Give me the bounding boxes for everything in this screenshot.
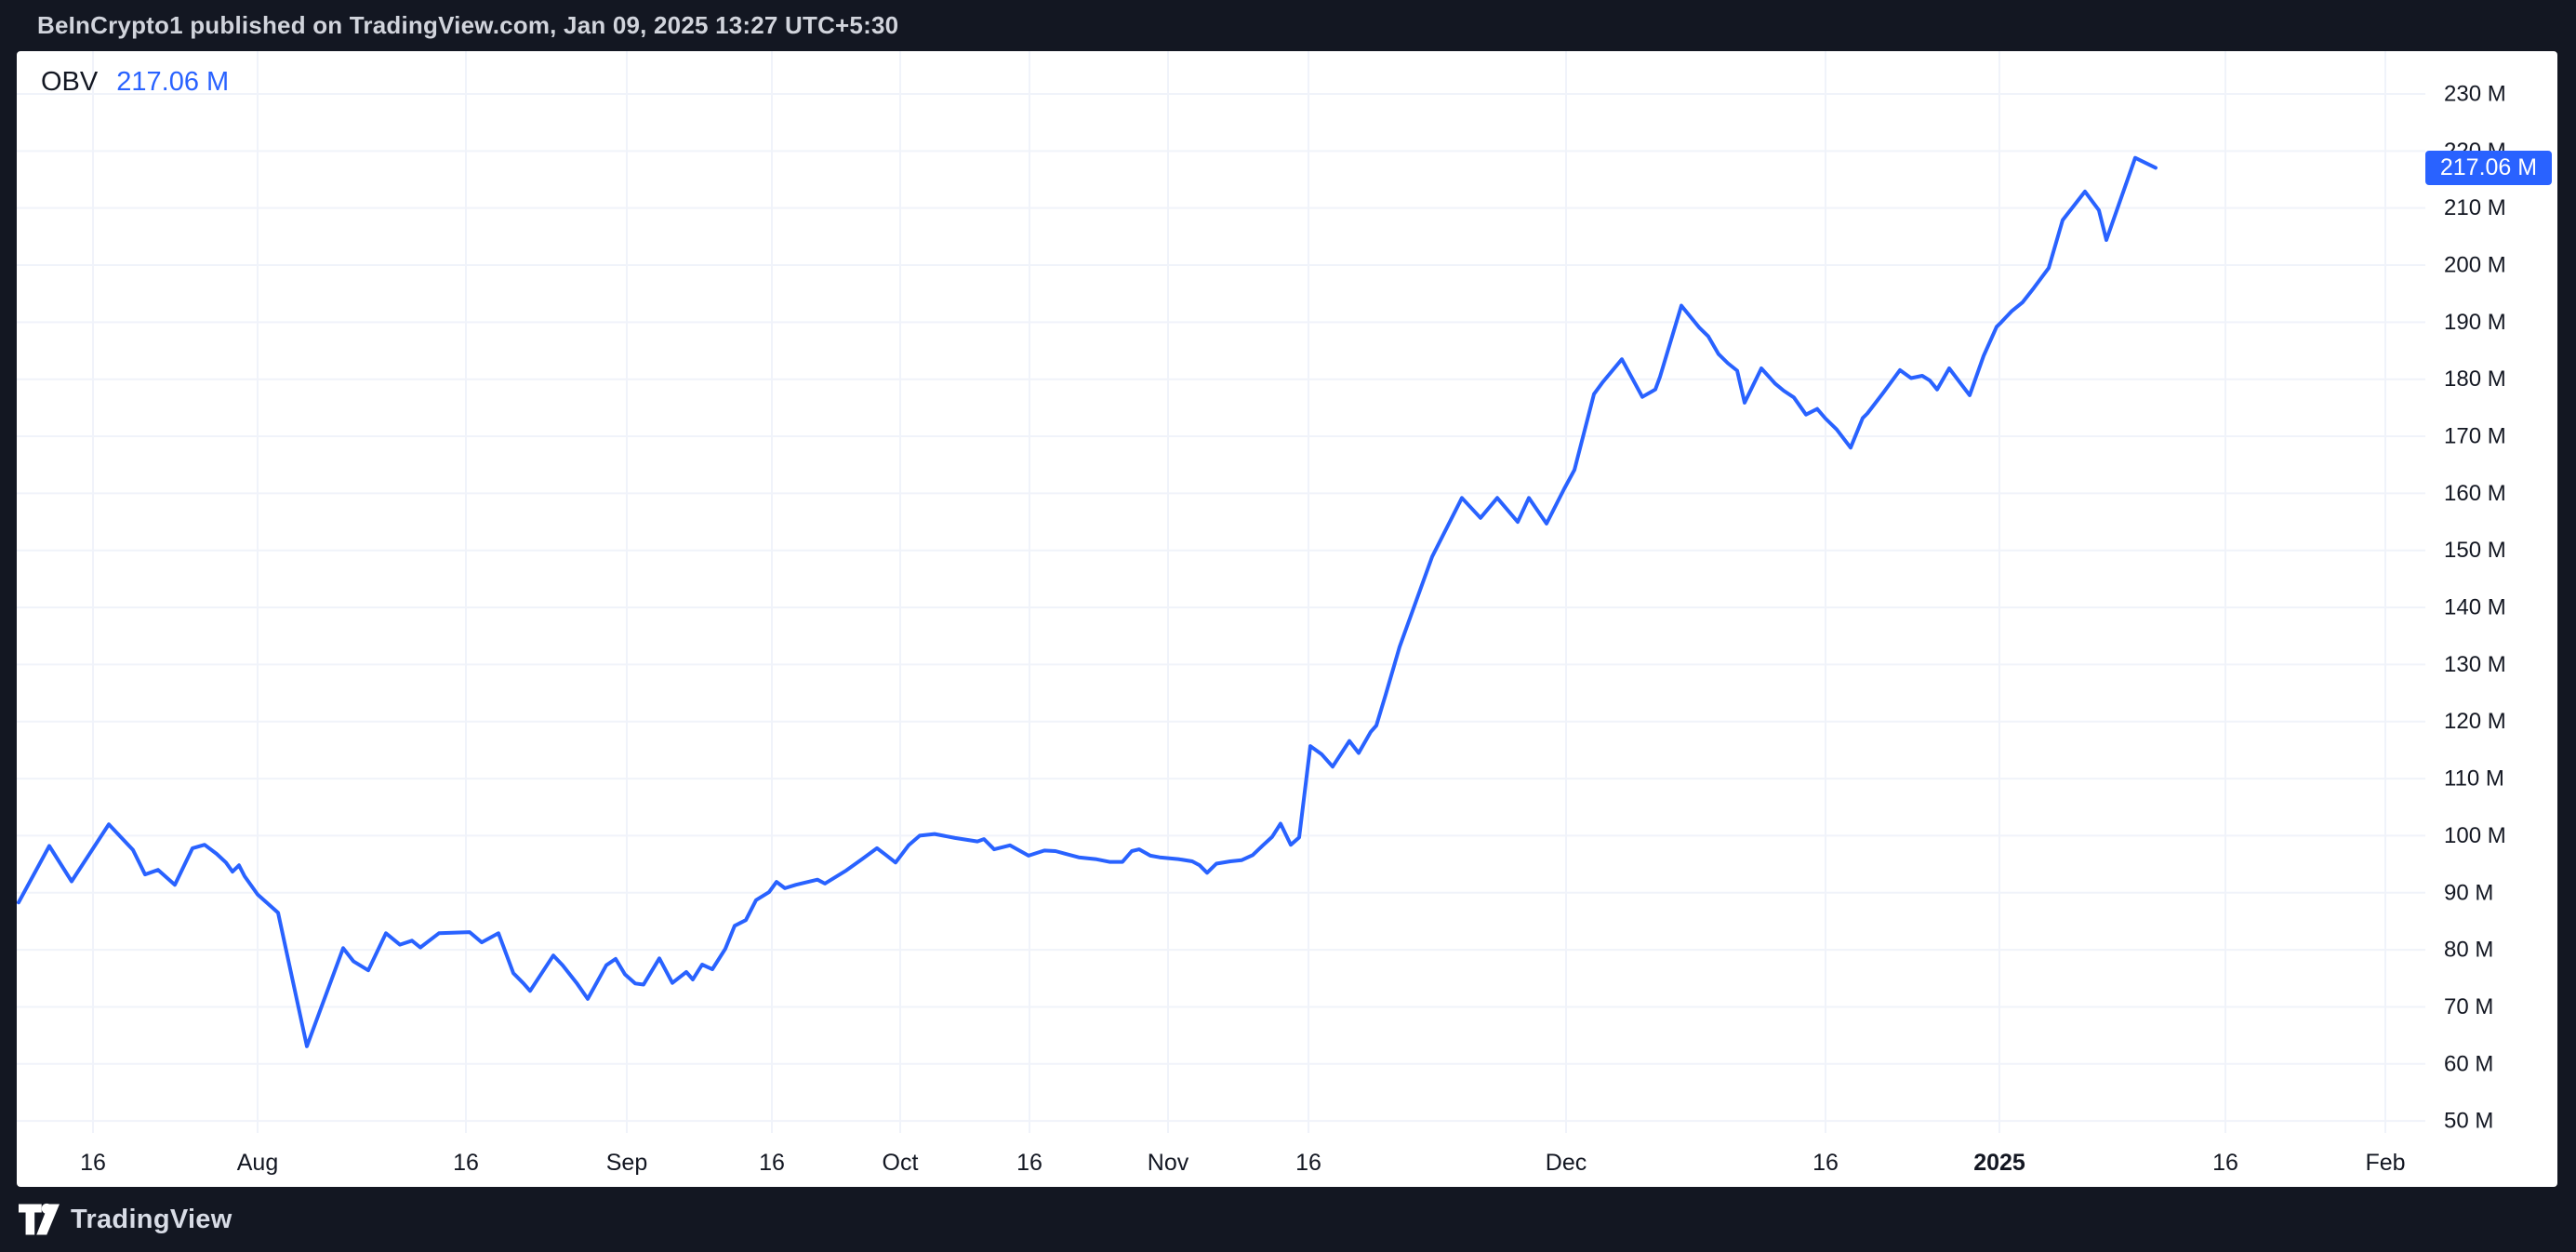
y-axis-label: 120 M — [2444, 709, 2506, 734]
y-axis-label: 50 M — [2444, 1109, 2493, 1134]
y-axis-label: 130 M — [2444, 652, 2506, 677]
y-axis-label: 90 M — [2444, 880, 2493, 905]
publish-topbar: BeInCrypto1 published on TradingView.com… — [0, 0, 2576, 51]
x-axis-label: 2025 — [1973, 1150, 2025, 1176]
y-axis-label: 160 M — [2444, 481, 2506, 506]
x-axis-label: 16 — [1295, 1150, 1321, 1176]
x-axis-label: 16 — [453, 1150, 479, 1176]
tradingview-brand-link[interactable]: TradingView — [19, 1203, 232, 1236]
y-axis-label: 60 M — [2444, 1051, 2493, 1076]
x-axis-label: 16 — [759, 1150, 785, 1176]
indicator-name-label: OBV — [41, 67, 99, 97]
last-price-badge: 217.06 M — [2425, 151, 2552, 185]
x-axis-label: Sep — [606, 1150, 647, 1176]
x-axis-label: 16 — [1812, 1150, 1839, 1176]
y-axis-label: 80 M — [2444, 938, 2493, 963]
x-axis-label: 16 — [1016, 1150, 1042, 1176]
y-axis-label: 180 M — [2444, 366, 2506, 392]
y-axis-label: 100 M — [2444, 823, 2506, 848]
y-axis-label: 70 M — [2444, 994, 2493, 1019]
x-axis-label: Dec — [1546, 1150, 1587, 1176]
x-axis-label: 16 — [80, 1150, 106, 1176]
x-axis-label: Feb — [2365, 1150, 2405, 1176]
y-axis-label: 170 M — [2444, 424, 2506, 449]
y-axis-label: 110 M — [2444, 766, 2504, 792]
x-axis-label: Aug — [237, 1150, 278, 1176]
y-axis-label: 230 M — [2444, 82, 2506, 107]
indicator-legend: OBV 217.06 M — [41, 66, 229, 98]
footer-bar: TradingView — [0, 1187, 2576, 1252]
x-axis-label: Nov — [1148, 1150, 1189, 1176]
tradingview-logo-icon — [19, 1203, 60, 1235]
tradingview-brand-text: TradingView — [71, 1204, 232, 1234]
y-axis-label: 140 M — [2444, 595, 2506, 620]
x-axis-label: 16 — [2212, 1150, 2238, 1176]
x-axis-label: Oct — [883, 1150, 919, 1176]
y-axis-label: 210 M — [2444, 195, 2506, 220]
y-axis-label: 150 M — [2444, 538, 2506, 563]
publish-text: BeInCrypto1 published on TradingView.com… — [37, 11, 899, 39]
y-axis-label: 190 M — [2444, 310, 2506, 335]
obv-line — [17, 155, 2158, 1048]
indicator-value-label: 217.06 M — [116, 67, 230, 97]
y-axis-label: 200 M — [2444, 253, 2506, 278]
